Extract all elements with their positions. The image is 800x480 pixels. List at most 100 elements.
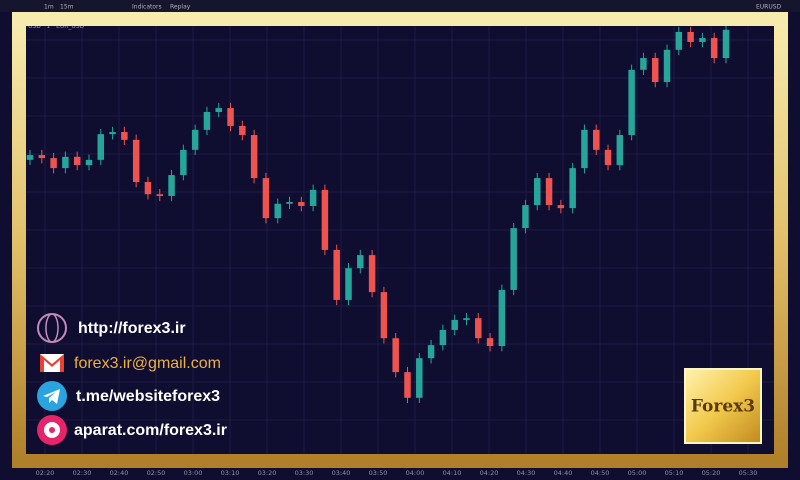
- candle-body: [427, 345, 435, 359]
- replay-button[interactable]: Replay: [170, 4, 191, 11]
- x-tick-label: 04:00: [406, 469, 425, 477]
- candle-body: [581, 129, 588, 169]
- logo-text: Forex3: [691, 397, 755, 417]
- email-link[interactable]: forex3.ir@gmail.com: [74, 355, 221, 372]
- x-tick-label: 03:10: [221, 469, 240, 477]
- candle-body: [62, 156, 69, 169]
- candle-body: [392, 338, 399, 373]
- candle-body: [26, 155, 34, 160]
- x-tick-label: 02:50: [147, 469, 166, 477]
- x-tick-label: 03:30: [295, 469, 314, 477]
- candle-body: [262, 178, 270, 219]
- interval[interactable]: 15m: [60, 4, 74, 11]
- candle-body: [97, 134, 105, 160]
- aparat-icon: [49, 427, 55, 433]
- candle-body: [156, 194, 164, 196]
- candle-body: [545, 178, 553, 206]
- candle-body: [651, 58, 659, 82]
- candle-body: [534, 178, 541, 206]
- candle-body: [309, 189, 317, 206]
- candle-body: [592, 129, 600, 150]
- candle-body: [333, 249, 340, 300]
- candle-body: [73, 156, 81, 166]
- candle-body: [687, 31, 694, 42]
- candle-body: [85, 159, 93, 166]
- website-link[interactable]: http://forex3.ir: [78, 320, 186, 337]
- web-icon: [45, 313, 59, 343]
- x-tick-label: 03:40: [332, 469, 351, 477]
- candle-body: [604, 149, 612, 166]
- indicators-button[interactable]: Indicators: [132, 4, 162, 11]
- candle-body: [191, 129, 199, 150]
- candle-body: [522, 205, 529, 229]
- candle-body: [675, 31, 683, 50]
- symbol[interactable]: EURUSD: [756, 4, 782, 11]
- candle-body: [569, 168, 576, 209]
- candle-body: [404, 372, 411, 398]
- x-tick-label: 03:00: [184, 469, 203, 477]
- candle-body: [498, 289, 506, 347]
- x-tick-label: 05:00: [628, 469, 647, 477]
- candle-body: [557, 205, 565, 209]
- candle-body: [239, 125, 246, 136]
- logo-box: [684, 368, 762, 444]
- telegram-link[interactable]: t.me/websiteforex3: [76, 388, 220, 405]
- candle-body: [628, 69, 635, 136]
- candle-body: [710, 38, 718, 59]
- x-tick-label: 02:20: [36, 469, 55, 477]
- gold-frame: [12, 12, 788, 468]
- candle-body: [475, 318, 482, 339]
- x-tick-label: 03:20: [258, 469, 277, 477]
- candle-body: [368, 255, 376, 293]
- x-tick-label: 04:20: [480, 469, 499, 477]
- candle-body: [227, 108, 234, 126]
- candle-body: [722, 29, 730, 59]
- toolbar: [0, 0, 800, 12]
- candle-body: [463, 318, 470, 320]
- plot: [26, 26, 774, 454]
- x-axis: 02:20 02:30 02:40 02:50 03:00 03:10 03:20 03:30…: [36, 469, 758, 477]
- candle-body: [380, 292, 388, 339]
- chart-title: USD · 1 · EUR_USD: [28, 23, 85, 30]
- candle-body: [486, 338, 494, 347]
- candle-body: [439, 329, 447, 346]
- x-tick-label: 05:30: [739, 469, 758, 477]
- x-tick-label: 05:20: [702, 469, 721, 477]
- candle-body: [286, 202, 293, 204]
- candle-body: [274, 203, 281, 219]
- candle-body: [168, 175, 175, 196]
- candle-body: [298, 202, 305, 206]
- candle-body: [416, 358, 423, 398]
- aparat-link[interactable]: aparat.com/forex3.ir: [74, 422, 227, 439]
- candle-body: [357, 255, 364, 269]
- x-tick-label: 02:40: [110, 469, 129, 477]
- interval[interactable]: 1m: [44, 4, 54, 11]
- x-tick-label: 03:50: [369, 469, 388, 477]
- candle-body: [616, 135, 624, 166]
- candle-body: [250, 135, 258, 179]
- candle-body: [121, 132, 128, 140]
- candle-body: [321, 189, 329, 250]
- candle-body: [50, 158, 57, 169]
- x-tick-label: 02:30: [73, 469, 92, 477]
- candle-body: [109, 132, 116, 135]
- x-tick-label: 05:10: [665, 469, 684, 477]
- candle-body: [663, 49, 671, 82]
- x-tick-label: 04:10: [443, 469, 462, 477]
- candle-body: [144, 182, 152, 195]
- candle-body: [699, 38, 706, 42]
- x-tick-label: 04:50: [591, 469, 610, 477]
- candle-body: [510, 228, 517, 290]
- candle-body: [345, 268, 352, 300]
- candle-body: [215, 108, 222, 112]
- candle-body: [451, 319, 458, 330]
- candle-body: [38, 155, 46, 159]
- telegram-icon: [43, 389, 60, 404]
- x-tick-label: 04:30: [517, 469, 536, 477]
- candle-body: [640, 58, 647, 70]
- candle-body: [203, 112, 211, 130]
- candle-body: [132, 139, 140, 183]
- gmail-icon: [40, 354, 64, 372]
